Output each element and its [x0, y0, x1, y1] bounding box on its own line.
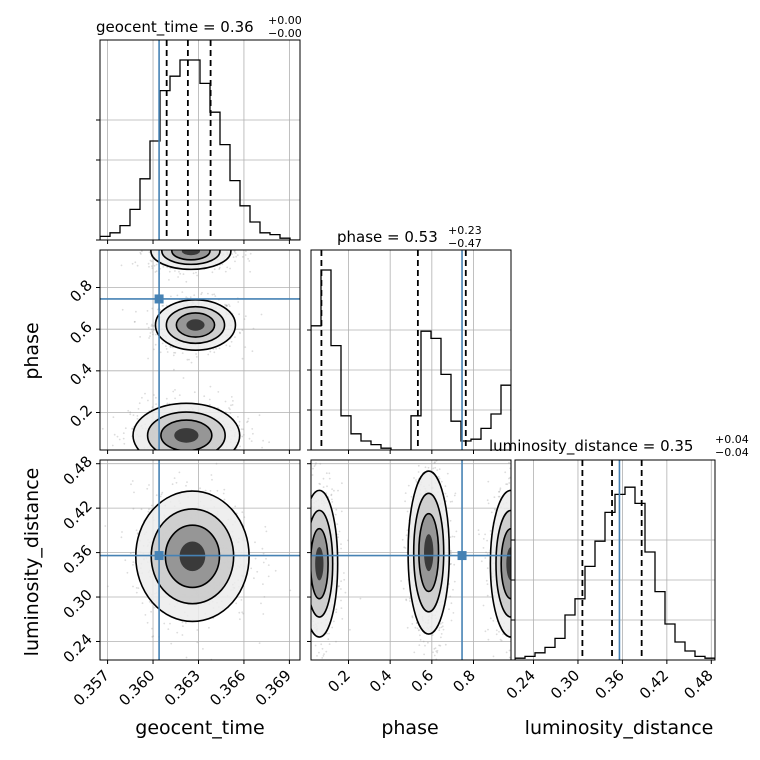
histogram-panel-luminosity-distance: 0.24 0.30 0.36 0.42 0.48 [503, 459, 717, 703]
corner-panels: 0.2 0.4 0.6 0.8 0.357 0.360 0.363 0.366 0.369 0.2… [60, 39, 717, 709]
y-tick-label: 0.24 [60, 630, 96, 666]
x-tick-label: 0.363 [161, 666, 204, 709]
contour-level [315, 547, 324, 581]
density-cluster [311, 489, 339, 638]
y-tick-label: 0.4 [66, 360, 96, 390]
y-tick-label: 0.48 [60, 452, 96, 488]
title-geocent-time-plus: +0.00 [268, 14, 302, 27]
x-tick-label: 0.360 [115, 666, 158, 709]
title-luminosity-distance-plus: +0.04 [715, 433, 749, 446]
density-cluster [154, 298, 237, 352]
title-phase-minus: −0.47 [448, 237, 482, 250]
histogram-panel-geocent-time [96, 39, 301, 244]
truth-marker [154, 294, 164, 304]
x-tick-label: 0.357 [70, 666, 113, 709]
x-tick-label: 0.42 [636, 666, 672, 702]
panel-frame [99, 39, 301, 241]
y-tick-label: 0.8 [66, 276, 96, 306]
panel-frame [99, 459, 301, 661]
contour-level [500, 527, 511, 600]
title-phase: phase = 0.53 [337, 228, 438, 246]
density-cluster [132, 402, 241, 450]
y-tick-label: 0.42 [60, 497, 96, 533]
truth-marker [457, 551, 467, 561]
x-tick-label: 0.30 [547, 666, 583, 702]
density-cluster [407, 470, 451, 635]
histogram-step-phase [311, 269, 511, 450]
x-tick-label: 0.369 [252, 666, 295, 709]
panel-frame [514, 459, 716, 661]
ylabel-luminosity-distance: luminosity_distance [21, 468, 43, 657]
xlabel-luminosity-distance: luminosity_distance [525, 717, 714, 739]
contour-level [174, 428, 199, 443]
y-tick-label: 0.30 [60, 586, 96, 622]
x-tick-label: 0.4 [366, 666, 396, 696]
truth-marker [154, 551, 164, 561]
density-cluster [150, 250, 232, 271]
xlabel-geocent-time: geocent_time [135, 717, 264, 739]
xlabel-phase: phase [381, 717, 438, 739]
histogram-panel-phase [307, 249, 512, 454]
x-tick-label: 0.8 [449, 666, 479, 696]
x-tick-label: 0.366 [206, 666, 249, 709]
title-luminosity-distance: luminosity_distance = 0.35 [489, 437, 693, 456]
title-geocent-time: geocent_time = 0.36 [96, 18, 254, 37]
contour-panel-phase-luminosity-distance: 0.2 0.4 0.6 0.8 [307, 459, 512, 696]
x-tick-label: 0.24 [503, 666, 539, 702]
contour-level [424, 534, 434, 572]
histogram-step-luminosity-distance [515, 486, 715, 660]
contour-panel-geocent-time-luminosity-distance: 0.357 0.360 0.363 0.366 0.369 0.24 0.30 0.36 0.4… [60, 452, 301, 709]
x-tick-label: 0.6 [408, 666, 438, 696]
contour-level [181, 250, 200, 256]
panel-frame [99, 249, 301, 451]
x-tick-label: 0.36 [591, 666, 627, 702]
histogram-step-geocent-time [100, 59, 300, 240]
y-tick-label: 0.6 [66, 318, 96, 348]
x-tick-label: 0.2 [324, 666, 354, 696]
density-cluster [489, 489, 511, 638]
panel-frame [310, 459, 512, 661]
y-tick-label: 0.36 [60, 541, 96, 577]
x-tick-label: 0.48 [680, 666, 716, 702]
y-tick-label: 0.2 [66, 401, 96, 431]
title-luminosity-distance-minus: −0.04 [715, 446, 749, 459]
ylabel-phase: phase [21, 322, 43, 379]
contour-level [186, 319, 205, 331]
panel-frame [310, 249, 512, 451]
title-geocent-time-minus: −0.00 [268, 27, 302, 40]
contour-panel-geocent-time-phase: 0.2 0.4 0.6 0.8 [66, 249, 301, 454]
title-phase-plus: +0.23 [448, 224, 482, 237]
